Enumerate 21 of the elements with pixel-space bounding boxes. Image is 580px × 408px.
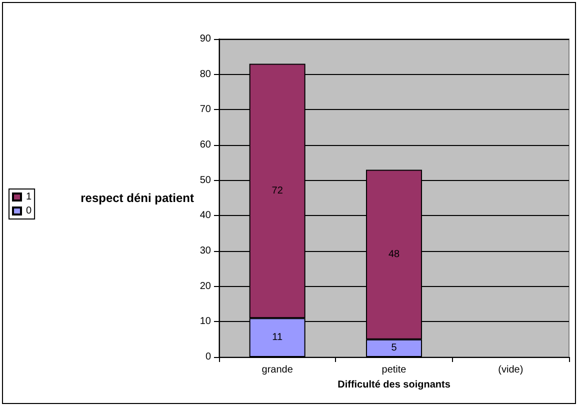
data-label: 72 — [272, 185, 284, 196]
y-tick-label: 50 — [200, 174, 212, 186]
y-tick-label: 20 — [200, 280, 212, 292]
legend-label: 1 — [26, 192, 32, 202]
x-tick-label: (vide) — [498, 364, 524, 376]
x-tick-label: petite — [382, 364, 407, 376]
y-tick-label: 60 — [200, 140, 212, 150]
x-axis-title: Difficulté des soignants — [338, 379, 451, 390]
data-label: 48 — [388, 249, 400, 260]
y-tick-label: 0 — [205, 352, 212, 362]
y-tick-label: 30 — [200, 246, 212, 256]
y-tick-label: 80 — [200, 68, 212, 80]
y-axis-title: respect déni patient — [80, 191, 194, 205]
y-tick-label: 40 — [200, 210, 212, 222]
y-tick-label: 90 — [200, 34, 212, 44]
y-tick-label: 70 — [200, 104, 212, 116]
data-label: 5 — [391, 342, 398, 354]
data-label: 11 — [272, 332, 283, 344]
y-tick-label: 10 — [200, 316, 212, 328]
legend-label: 0 — [26, 206, 32, 216]
x-tick-label: grande — [262, 364, 294, 376]
